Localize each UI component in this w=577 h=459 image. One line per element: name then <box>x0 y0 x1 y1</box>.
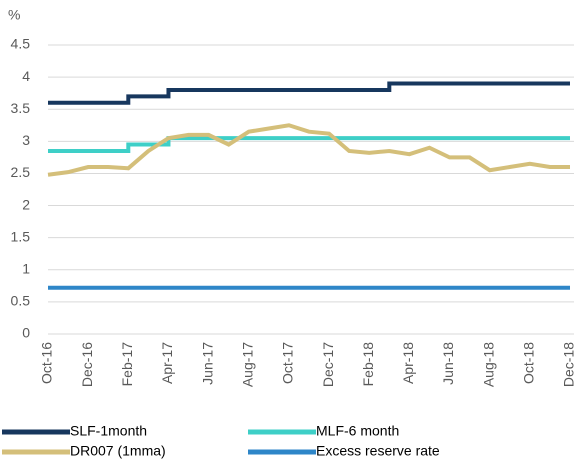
y-tick-label: 4.5 <box>11 36 31 52</box>
y-tick-label: 0 <box>22 325 30 341</box>
legend-label: DR007 (1mma) <box>70 443 166 459</box>
x-tick-label: Aug-18 <box>480 342 496 387</box>
x-tick-label: Oct-16 <box>39 342 55 384</box>
x-tick-label: Oct-18 <box>521 342 537 384</box>
y-unit: % <box>8 7 20 23</box>
y-tick-label: 3.5 <box>11 100 31 116</box>
y-tick-label: 1.5 <box>11 228 31 244</box>
legend-label: Excess reserve rate <box>316 443 440 459</box>
y-tick-label: 4 <box>22 68 30 84</box>
x-tick-label: Jun-17 <box>199 342 215 385</box>
x-tick-label: Feb-18 <box>360 342 376 387</box>
y-tick-label: 2.5 <box>11 164 31 180</box>
x-tick-label: Apr-17 <box>159 342 175 384</box>
y-tick-label: 2 <box>22 196 30 212</box>
x-tick-label: Apr-18 <box>400 342 416 384</box>
y-tick-label: 1 <box>22 260 30 276</box>
x-tick-label: Dec-17 <box>320 342 336 387</box>
y-tick-label: 3 <box>22 132 30 148</box>
x-tick-label: Dec-18 <box>561 342 577 387</box>
x-tick-label: Dec-16 <box>79 342 95 387</box>
series-line <box>47 123 570 177</box>
series-line <box>48 81 570 105</box>
x-tick-label: Feb-17 <box>119 342 135 387</box>
x-tick-label: Aug-17 <box>239 342 255 387</box>
x-tick-label: Oct-17 <box>280 342 296 384</box>
legend-label: SLF-1month <box>70 423 147 439</box>
x-tick-label: Jun-18 <box>440 342 456 385</box>
series-line <box>48 136 570 153</box>
legend-label: MLF-6 month <box>316 423 399 439</box>
y-tick-label: 0.5 <box>11 293 31 309</box>
